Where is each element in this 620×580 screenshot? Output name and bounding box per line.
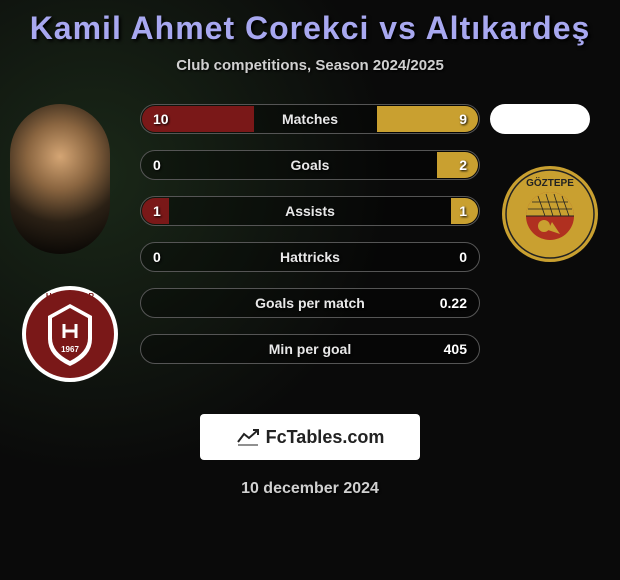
player-left-avatar <box>10 104 110 254</box>
stat-value-right: 1 <box>459 203 467 219</box>
stat-value-right: 405 <box>444 341 467 357</box>
stat-label: Goals per match <box>255 295 365 311</box>
stat-row: Assists 1 1 <box>140 196 480 226</box>
stat-row: Min per goal 405 <box>140 334 480 364</box>
comparison-panel: 1967 HATAYSPOR GÖZTEPE <box>0 104 620 394</box>
stat-value-left: 0 <box>153 249 161 265</box>
stat-value-left: 0 <box>153 157 161 173</box>
svg-text:GÖZTEPE: GÖZTEPE <box>526 176 574 189</box>
stat-value-left: 1 <box>153 203 161 219</box>
stat-value-right: 0 <box>459 249 467 265</box>
page-title: Kamil Ahmet Corekci vs Altıkardeş <box>0 0 620 47</box>
player-right-avatar <box>490 104 590 134</box>
stat-row: Goals per match 0.22 <box>140 288 480 318</box>
stat-value-right: 2 <box>459 157 467 173</box>
club-right-badge: GÖZTEPE <box>500 164 600 264</box>
stat-label: Min per goal <box>269 341 351 357</box>
stats-list: Matches109Goals02Assists11Hattricks00Goa… <box>140 104 480 380</box>
source-label: FcTables.com <box>266 427 385 448</box>
svg-text:HATAYSPOR: HATAYSPOR <box>46 292 95 301</box>
svg-text:1967: 1967 <box>61 345 79 354</box>
stat-row: Matches 10 9 <box>140 104 480 134</box>
stat-row: Goals 0 2 <box>140 150 480 180</box>
stat-value-right: 0.22 <box>440 295 467 311</box>
source-badge: FcTables.com <box>200 414 420 460</box>
chart-icon <box>236 428 260 446</box>
club-left-badge: 1967 HATAYSPOR <box>20 284 120 384</box>
date-label: 10 december 2024 <box>0 480 620 498</box>
stat-label: Matches <box>282 111 338 127</box>
stat-label: Goals <box>291 157 330 173</box>
stat-label: Assists <box>285 203 335 219</box>
subtitle: Club competitions, Season 2024/2025 <box>0 57 620 74</box>
stat-row: Hattricks 0 0 <box>140 242 480 272</box>
stat-label: Hattricks <box>280 249 340 265</box>
stat-value-left: 10 <box>153 111 169 127</box>
stat-value-right: 9 <box>459 111 467 127</box>
stat-fill-right <box>437 152 478 178</box>
